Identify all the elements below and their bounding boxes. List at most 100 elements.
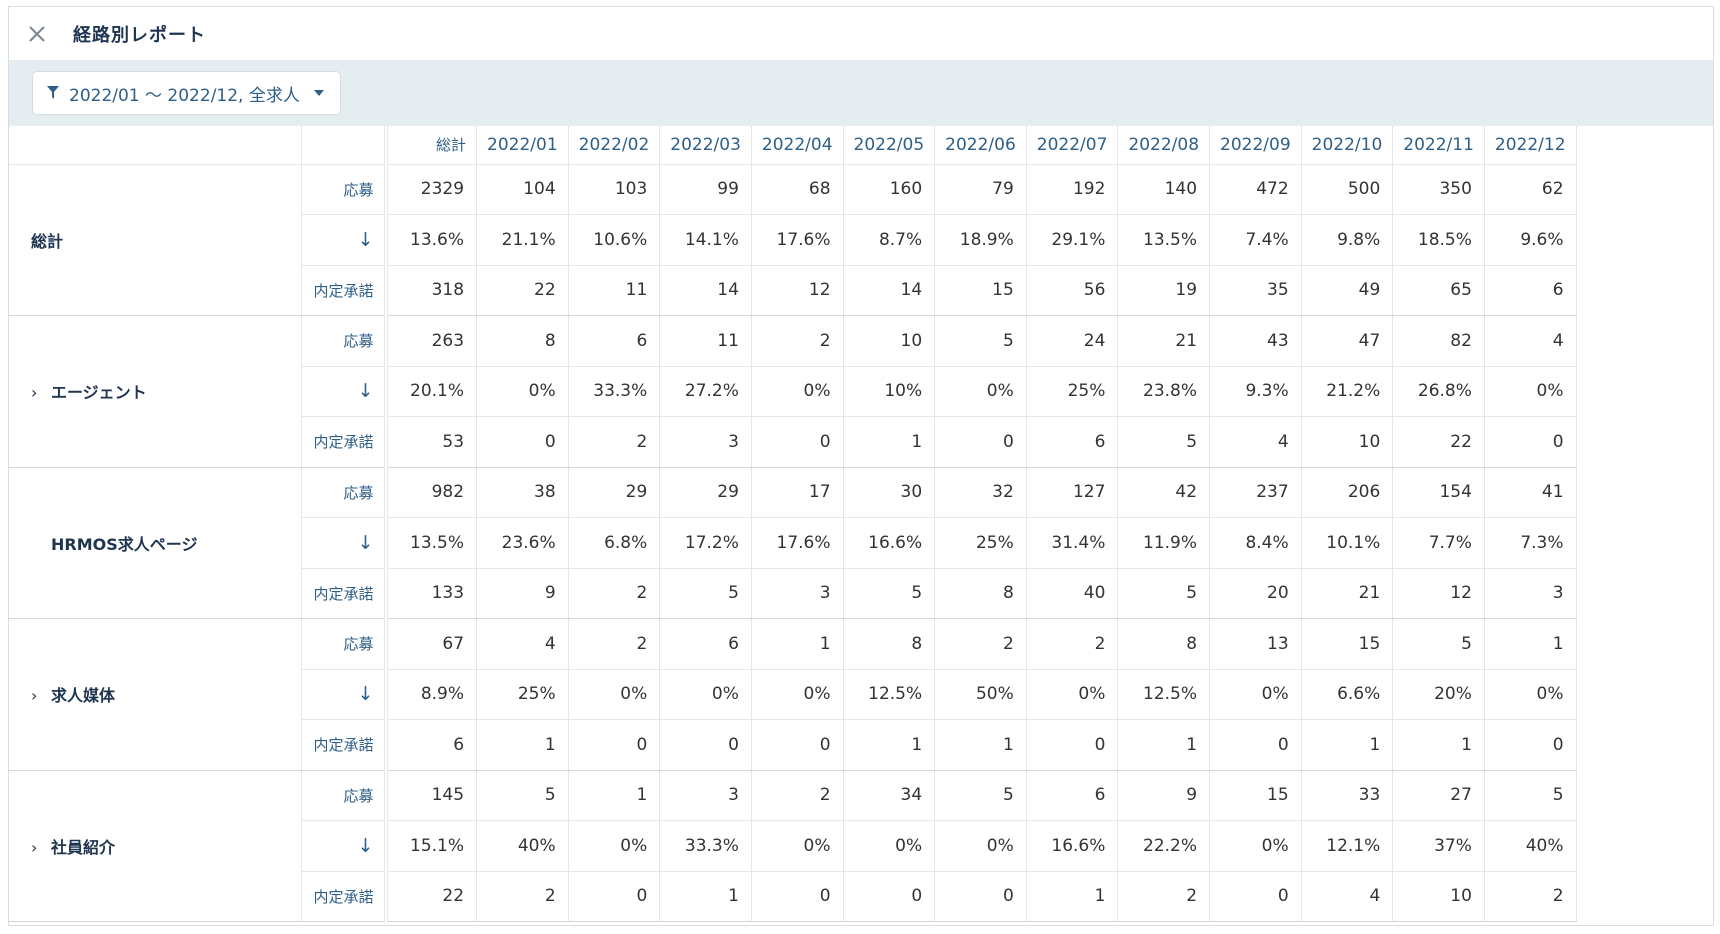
title-bar: 経路別レポート — [9, 7, 1713, 60]
month-value-cell: 33 — [1301, 770, 1394, 821]
chevron-right-icon[interactable]: › — [31, 383, 38, 403]
month-value-cell: 18.9% — [934, 214, 1027, 266]
month-value-cell: 7.3% — [1484, 517, 1577, 569]
month-value-cell: 5 — [934, 770, 1027, 821]
month-value-cell: 7.4% — [1209, 214, 1302, 266]
month-value-cell: 4 — [476, 618, 569, 670]
month-value-cell: 9.3% — [1209, 366, 1302, 417]
month-value-cell: 6 — [1484, 265, 1577, 316]
month-value-cell: 4 — [1301, 871, 1394, 922]
month-value-cell: 40 — [1026, 568, 1119, 619]
month-value-cell: 20 — [1209, 568, 1302, 619]
report-window: 経路別レポート 2022/01 〜 2022/12, 全求人 総計 202 — [8, 6, 1714, 926]
month-value-cell: 27 — [1392, 770, 1485, 821]
month-value-cell: 6 — [1026, 416, 1119, 468]
month-value-cell: 0 — [934, 871, 1027, 922]
column-header-month: 2022/03 — [659, 126, 752, 165]
chevron-right-icon[interactable]: › — [31, 837, 38, 857]
column-header-month: 2022/05 — [843, 126, 936, 165]
month-value-cell: 1 — [568, 770, 661, 821]
month-value-cell: 25% — [476, 669, 569, 720]
month-value-cell: 0% — [843, 820, 936, 872]
month-value-cell: 154 — [1392, 467, 1485, 518]
month-value-cell: 350 — [1392, 164, 1485, 215]
month-value-cell: 4 — [1484, 315, 1577, 367]
month-value-cell: 3 — [751, 568, 844, 619]
month-value-cell: 2 — [568, 568, 661, 619]
month-value-cell: 0 — [1484, 719, 1577, 771]
month-value-cell: 500 — [1301, 164, 1394, 215]
total-value-cell: 13.5% — [385, 517, 478, 569]
filter-dropdown[interactable]: 2022/01 〜 2022/12, 全求人 — [33, 72, 340, 114]
column-header-month: 2022/01 — [476, 126, 569, 165]
month-value-cell: 21 — [1117, 315, 1211, 367]
month-value-cell: 43 — [1209, 315, 1302, 367]
group-label: エージェント — [51, 383, 147, 403]
month-value-cell: 24 — [1026, 315, 1119, 367]
month-value-cell: 8 — [1117, 618, 1211, 670]
month-value-cell: 62 — [1484, 164, 1577, 215]
table-header: 総計 2022/01 2022/02 2022/03 2022/04 2022/05 202… — [9, 126, 1577, 165]
month-value-cell: 40% — [476, 820, 569, 872]
month-value-cell: 25% — [934, 517, 1027, 569]
month-value-cell: 0% — [1209, 669, 1302, 720]
month-value-cell: 32 — [934, 467, 1027, 518]
month-value-cell: 3 — [659, 770, 752, 821]
month-value-cell: 21 — [1301, 568, 1394, 619]
total-value-cell: 318 — [385, 265, 478, 316]
month-value-cell: 17.6% — [751, 517, 844, 569]
column-header-month: 2022/09 — [1209, 126, 1302, 165]
group-label-cell[interactable]: › エージェント — [9, 315, 302, 468]
month-value-cell: 11 — [568, 265, 661, 316]
month-value-cell: 29.1% — [1026, 214, 1119, 266]
table-row: › 求人媒体 応募 67 4 2 6 1 8 2 2 8 13 15 5 1 — [9, 618, 1577, 771]
chevron-right-icon[interactable]: › — [31, 686, 38, 706]
month-value-cell: 41 — [1484, 467, 1577, 518]
month-value-cell: 12.1% — [1301, 820, 1394, 872]
month-value-cell: 8 — [843, 618, 936, 670]
table-row: ↓ 15.1% 40% 0% 33.3% 0% 0% 0% 16.6% 22.2% 0% 12.1% 3… — [9, 820, 1577, 872]
group-label-cell[interactable]: › 求人媒体 — [9, 618, 302, 771]
total-value-cell: 133 — [385, 568, 478, 619]
month-value-cell: 1 — [843, 416, 936, 468]
month-value-cell: 12 — [1392, 568, 1485, 619]
filter-label: 2022/01 〜 2022/12, 全求人 — [69, 85, 300, 106]
month-value-cell: 8 — [476, 315, 569, 367]
month-value-cell: 10% — [843, 366, 936, 417]
filter-bar: 2022/01 〜 2022/12, 全求人 — [9, 60, 1713, 126]
close-button[interactable] — [9, 7, 65, 60]
total-value-cell: 53 — [385, 416, 478, 468]
month-value-cell: 11 — [659, 315, 752, 367]
month-value-cell: 2 — [1026, 618, 1119, 670]
group-label: 求人媒体 — [51, 686, 116, 706]
column-header-month: 2022/04 — [751, 126, 844, 165]
month-value-cell: 10.6% — [568, 214, 661, 266]
month-value-cell: 0% — [659, 669, 752, 720]
month-value-cell: 5 — [1484, 770, 1577, 821]
month-value-cell: 0% — [934, 820, 1027, 872]
month-value-cell: 9.8% — [1301, 214, 1394, 266]
month-value-cell: 6.6% — [1301, 669, 1394, 720]
month-value-cell: 472 — [1209, 164, 1302, 215]
conversion-arrow-label: ↓ — [301, 517, 388, 569]
table-row: ↓ 13.6% 21.1% 10.6% 14.1% 17.6% 8.7% 18.9% 29.1%… — [9, 214, 1577, 266]
month-value-cell: 1 — [934, 719, 1027, 771]
month-value-cell: 103 — [568, 164, 661, 215]
month-value-cell: 0% — [1484, 669, 1577, 720]
month-value-cell: 10 — [843, 315, 936, 367]
month-value-cell: 0 — [1026, 719, 1119, 771]
group-label-cell[interactable]: › 社員紹介 — [9, 770, 302, 922]
month-value-cell: 30 — [843, 467, 936, 518]
close-icon — [29, 25, 45, 42]
total-value-cell: 8.9% — [385, 669, 478, 720]
month-value-cell: 237 — [1209, 467, 1302, 518]
month-value-cell: 5 — [659, 568, 752, 619]
month-value-cell: 47 — [1301, 315, 1394, 367]
month-value-cell: 1 — [1026, 871, 1119, 922]
month-value-cell: 0% — [751, 820, 844, 872]
month-value-cell: 0% — [568, 669, 661, 720]
month-value-cell: 65 — [1392, 265, 1485, 316]
month-value-cell: 22 — [476, 265, 569, 316]
table-row: 内定承諾 318 22 11 14 12 14 15 56 19 35 49 65 6 — [9, 265, 1577, 316]
month-value-cell: 2 — [1484, 871, 1577, 922]
